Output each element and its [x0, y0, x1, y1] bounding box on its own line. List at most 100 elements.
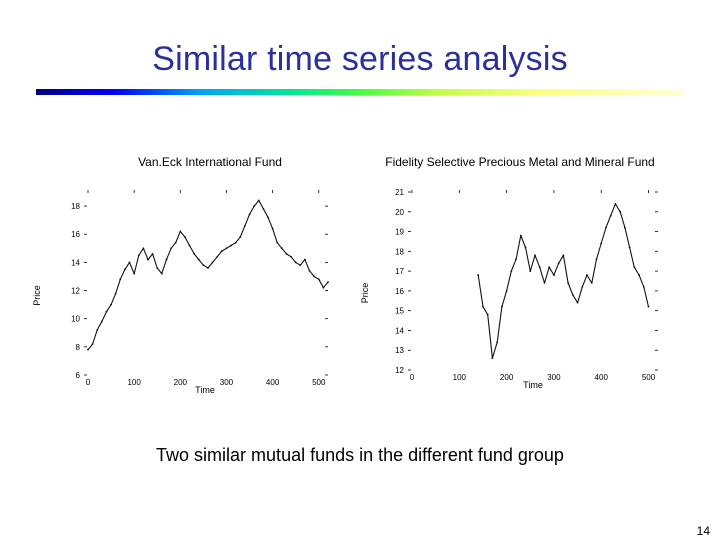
data-point — [571, 293, 574, 296]
data-point — [133, 272, 136, 275]
data-point — [317, 278, 320, 281]
data-point — [313, 275, 316, 278]
data-point — [623, 226, 626, 229]
series-line — [87, 199, 329, 351]
data-point — [482, 305, 484, 308]
x-tick-label: 500 — [312, 378, 326, 387]
data-point — [87, 348, 89, 351]
data-point — [193, 253, 196, 255]
y-tick-label: 12 — [395, 366, 404, 375]
data-point — [642, 286, 645, 288]
data-point — [534, 254, 536, 257]
data-point — [290, 255, 292, 258]
data-point — [174, 241, 177, 244]
data-point — [170, 247, 172, 250]
data-point — [276, 241, 279, 244]
title-gradient-rule — [36, 89, 684, 95]
data-point — [491, 357, 494, 360]
x-tick-label: 300 — [547, 373, 561, 382]
data-point — [557, 262, 560, 265]
data-point — [156, 267, 159, 269]
y-tick-label: 19 — [395, 228, 404, 237]
x-tick-label: 100 — [127, 378, 141, 387]
data-point — [151, 253, 154, 255]
data-point — [248, 213, 251, 216]
y-tick-label: 16 — [395, 287, 404, 296]
data-point — [529, 270, 532, 273]
y-tick-label: 12 — [71, 287, 80, 296]
data-point — [271, 227, 274, 230]
data-point — [519, 234, 522, 237]
y-tick-label: 15 — [395, 307, 404, 316]
x-tick-label: 200 — [174, 378, 188, 387]
data-point — [244, 224, 246, 227]
data-point — [327, 281, 329, 283]
chart-title: Van.Eck International Fund — [138, 155, 282, 169]
data-point — [619, 210, 622, 213]
data-point — [638, 274, 640, 276]
y-axis-label: Price — [360, 283, 370, 304]
data-point — [119, 278, 122, 281]
chart-title: Fidelity Selective Precious Metal and Mi… — [385, 155, 654, 169]
data-point — [211, 261, 214, 264]
data-point — [500, 305, 503, 308]
y-axis-label: Price — [32, 285, 42, 306]
data-point — [100, 320, 103, 323]
data-point — [543, 282, 546, 284]
x-tick-label: 100 — [453, 373, 467, 382]
data-point — [299, 264, 302, 267]
data-point — [280, 247, 283, 250]
data-point — [576, 301, 579, 304]
data-point — [207, 267, 209, 269]
data-point — [524, 246, 527, 249]
data-point — [477, 274, 480, 276]
slide-subtitle: Two similar mutual funds in the differen… — [156, 445, 564, 465]
data-point — [137, 254, 140, 257]
data-point — [253, 205, 256, 207]
data-point — [496, 341, 499, 344]
slide-title: Similar time series analysis — [152, 40, 568, 78]
x-tick-label: 0 — [410, 373, 415, 382]
y-tick-label: 21 — [395, 188, 404, 197]
y-tick-label: 8 — [76, 343, 81, 352]
data-point — [179, 230, 182, 233]
x-tick-label: 500 — [642, 373, 656, 382]
y-tick-label: 20 — [395, 208, 404, 217]
x-axis-label: Time — [523, 380, 543, 390]
data-point — [600, 242, 603, 245]
data-point — [505, 289, 508, 292]
data-point — [128, 261, 131, 264]
data-point — [595, 258, 598, 261]
data-point — [96, 329, 99, 331]
y-tick-label: 6 — [76, 371, 81, 380]
y-tick-label: 14 — [71, 258, 80, 267]
y-tick-label: 14 — [395, 326, 404, 335]
data-point — [160, 272, 163, 275]
page-number: 14 — [696, 524, 710, 538]
y-tick-label: 18 — [71, 202, 80, 211]
data-point — [308, 269, 311, 272]
data-point — [239, 236, 242, 238]
y-tick-label: 18 — [395, 247, 404, 256]
data-point — [234, 241, 237, 244]
data-point — [304, 258, 306, 261]
data-point — [142, 247, 145, 250]
data-point — [184, 236, 186, 238]
data-point — [230, 244, 232, 247]
x-tick-label: 0 — [86, 378, 91, 387]
data-point — [647, 305, 650, 308]
data-point — [515, 258, 517, 261]
y-tick-label: 13 — [395, 346, 404, 355]
data-point — [216, 255, 219, 258]
data-point — [188, 244, 191, 247]
data-point — [124, 268, 126, 271]
data-point — [609, 214, 612, 217]
data-point — [510, 270, 513, 273]
data-point — [147, 258, 149, 261]
data-point — [257, 199, 260, 202]
data-point — [562, 254, 565, 257]
data-point — [165, 258, 168, 261]
data-point — [553, 274, 555, 276]
data-point — [586, 274, 588, 276]
